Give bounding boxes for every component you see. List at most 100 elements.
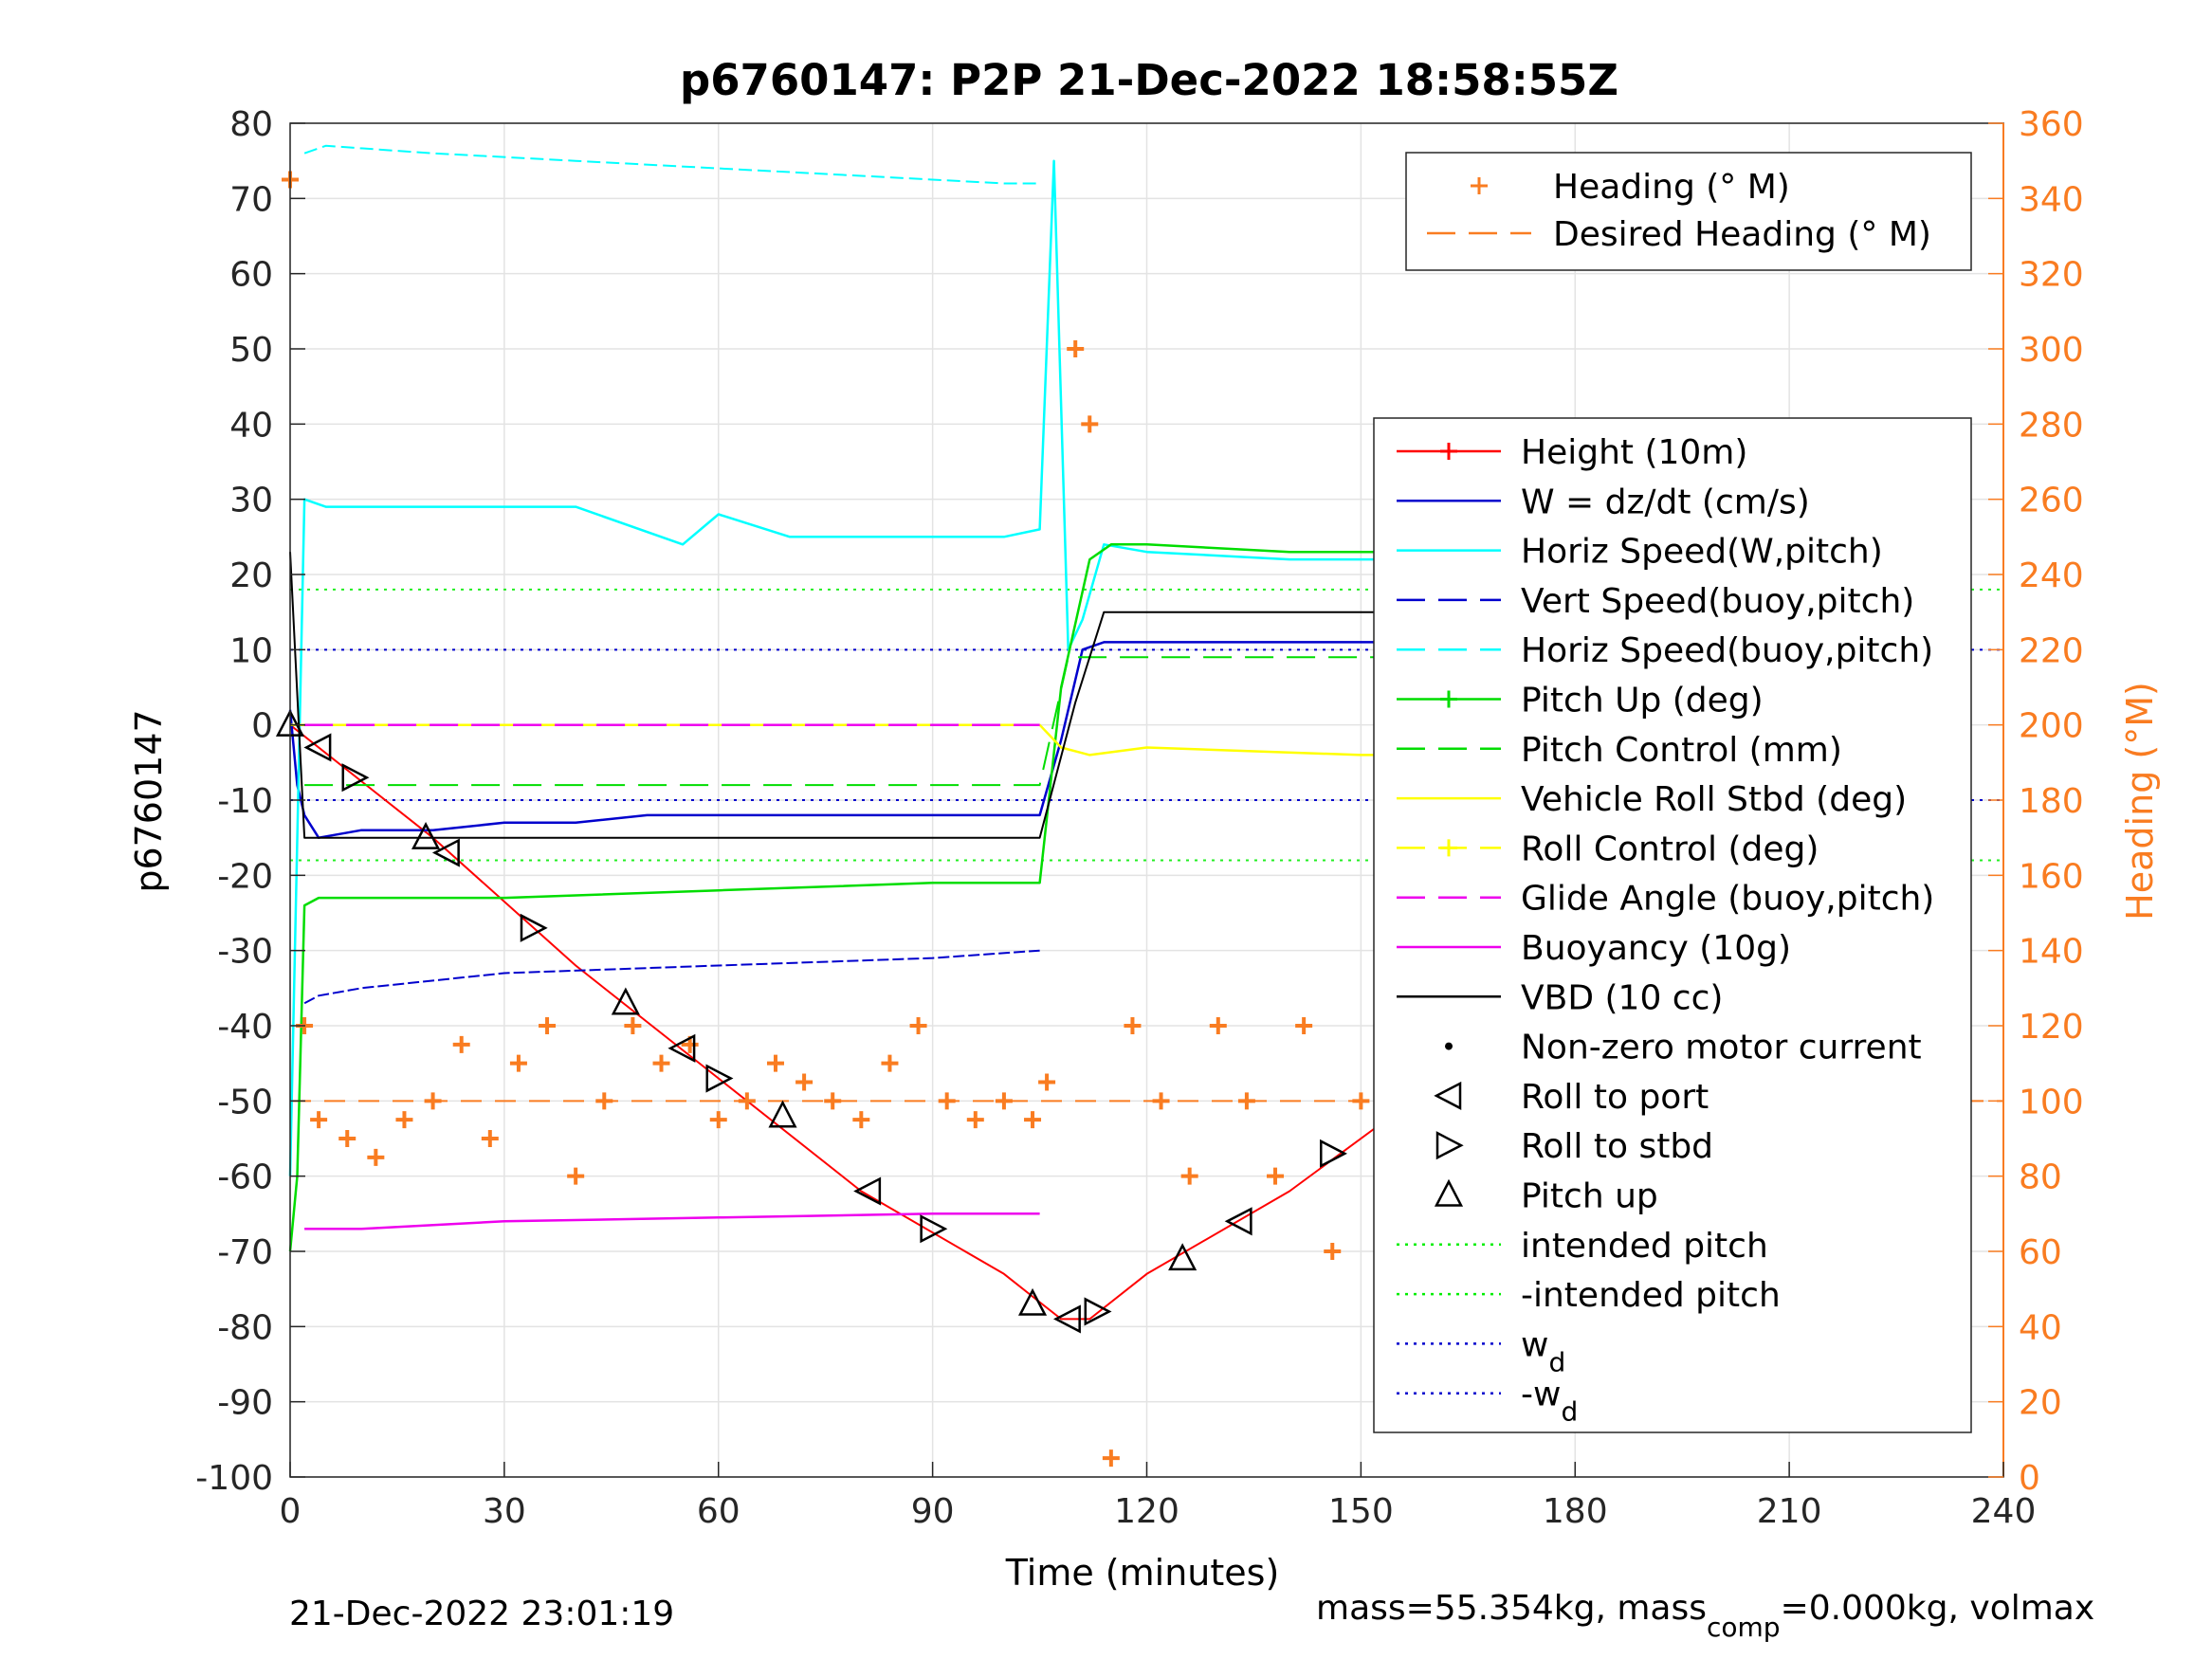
legend-entry-glide-angle-buoy-pitch: Glide Angle (buoy,pitch): [1521, 880, 1934, 919]
heading-point: [1295, 1017, 1313, 1034]
heading-point: [567, 1167, 585, 1185]
y-tick-label: -40: [217, 1008, 273, 1047]
x-tick-label: 210: [1757, 1492, 1822, 1531]
y-tick-label: -100: [195, 1459, 273, 1498]
series-vert-speed-buoy-pitch: [303, 949, 1040, 1005]
y-tick-label: 60: [229, 256, 273, 295]
legend-entry-vbd-10-cc: VBD (10 cc): [1521, 978, 1723, 1017]
legend-sample-roll-control-deg: [1440, 839, 1457, 857]
heading-point: [995, 1092, 1013, 1110]
height-marker: [1084, 1297, 1112, 1326]
legend-sample-roll-to-stbd: [1435, 1131, 1464, 1160]
height-marker: [768, 1100, 797, 1128]
heading-point: [738, 1092, 756, 1110]
footer-mass: mass=55.354kg, masscomp=0.000kg, volmax: [1316, 1589, 2094, 1643]
heading-point: [881, 1054, 899, 1072]
heading-point: [1124, 1017, 1142, 1034]
y2-tick-label: 180: [2019, 782, 2084, 821]
legend-entry-desired-heading-m: Desired Heading (° M): [1553, 215, 1931, 254]
legend-entry-pitch-control-mm: Pitch Control (mm): [1521, 731, 1842, 770]
y2-tick-label: 320: [2019, 256, 2084, 295]
heading-point: [1180, 1167, 1198, 1185]
y-tick-label: -30: [217, 933, 273, 972]
heading-point: [938, 1092, 956, 1110]
heading-point: [852, 1111, 870, 1129]
y-tick-label: 30: [229, 482, 273, 520]
legend-entry-roll-to-stbd: Roll to stbd: [1521, 1127, 1713, 1166]
legend-box: [1405, 152, 1972, 271]
heading-point: [795, 1073, 814, 1091]
heading-point: [1038, 1073, 1056, 1091]
height-marker: [1052, 1304, 1081, 1334]
height-marker: [1224, 1207, 1252, 1236]
legend-entry-roll-control-deg: Roll Control (deg): [1521, 830, 1819, 868]
y2-tick-label: 280: [2019, 406, 2084, 445]
height-marker: [705, 1064, 734, 1093]
series-buoyancy-10g: [304, 1212, 1040, 1231]
legend-entry-pitch-up-deg: Pitch Up (deg): [1521, 682, 1764, 720]
y-tick-label: 70: [229, 180, 273, 219]
legend-entry-roll-to-port: Roll to port: [1521, 1078, 1709, 1117]
series-horiz-speed-buoy-pitch: [303, 144, 1040, 185]
y-axis-label: p6760147: [128, 709, 170, 892]
y-tick-label: -90: [217, 1384, 273, 1423]
heading-point: [1024, 1111, 1042, 1129]
height-marker: [853, 1176, 882, 1206]
y-tick-label: -10: [217, 782, 273, 821]
legend-entry-intended-pitch: intended pitch: [1521, 1227, 1768, 1266]
x-tick-label: 90: [911, 1492, 955, 1531]
y2-tick-label: 80: [2019, 1158, 2062, 1197]
legend-entry-wd: -wd: [1521, 1376, 1578, 1428]
height-marker: [667, 1033, 696, 1063]
y-tick-label: 80: [229, 105, 273, 144]
footer-timestamp: 21-Dec-2022 23:01:19: [289, 1595, 674, 1633]
y2-tick-label: 340: [2019, 180, 2084, 219]
legend-sample-roll-to-port: [1434, 1081, 1462, 1110]
y2-tick-label: 260: [2019, 482, 2084, 520]
y-tick-label: 0: [251, 707, 273, 746]
height-marker: [1320, 1139, 1347, 1168]
y2-axis-label: Heading (°M): [2119, 682, 2161, 921]
x-tick-label: 60: [697, 1492, 740, 1531]
height-marker: [303, 733, 332, 762]
y-tick-label: 50: [229, 331, 273, 370]
chart-title: p6760147: P2P 21-Dec-2022 18:58:55Z: [680, 55, 1618, 105]
y2-tick-label: 200: [2019, 707, 2084, 746]
y-tick-label: 40: [229, 406, 273, 445]
x-tick-label: 120: [1114, 1492, 1179, 1531]
legend-entry-horiz-speed-buoy-pitch: Horiz Speed(buoy,pitch): [1521, 631, 1933, 670]
heading-point: [367, 1148, 385, 1166]
legend-sample-non-zero-motor-current: [1445, 1042, 1453, 1050]
legend-entry-height-10m: Height (10m): [1521, 433, 1747, 472]
heading-point: [1102, 1449, 1120, 1468]
y2-tick-label: 300: [2019, 331, 2084, 370]
y2-tick-label: 140: [2019, 933, 2084, 972]
x-tick-label: 240: [1971, 1492, 2037, 1531]
heading-point: [652, 1054, 670, 1072]
tick-labels: 0 30 60 90 120 150 180 210 24080706050403020100-…: [195, 105, 2083, 1531]
heading-point: [966, 1111, 984, 1129]
heading-point: [624, 1017, 642, 1034]
y-tick-label: -80: [217, 1308, 273, 1347]
y-tick-label: 20: [229, 556, 273, 595]
height-marker: [411, 821, 441, 849]
heading-point: [338, 1130, 356, 1147]
legend-entry-horiz-speed-w-pitch: Horiz Speed(W,pitch): [1521, 533, 1883, 572]
legend-sample-pitch-up-deg: [1440, 690, 1457, 708]
height-marker: [520, 913, 548, 942]
legend-entry-vert-speed-buoy-pitch: Vert Speed(buoy,pitch): [1521, 582, 1914, 621]
x-tick-label: 0: [280, 1492, 302, 1531]
legend-sample-height-10m: [1440, 443, 1457, 460]
heading-point: [1152, 1092, 1170, 1110]
y2-tick-label: 360: [2019, 105, 2084, 144]
height-marker: [611, 987, 640, 1015]
heading-point: [509, 1054, 527, 1072]
heading-point: [1067, 340, 1085, 357]
y2-tick-label: 20: [2019, 1384, 2062, 1423]
x-tick-label: 180: [1543, 1492, 1608, 1531]
heading-point: [1209, 1017, 1227, 1034]
legend-entry-buoyancy-10g: Buoyancy (10g): [1521, 929, 1791, 968]
heading-point: [481, 1130, 499, 1147]
heading-point: [1324, 1243, 1342, 1260]
height-marker: [341, 763, 370, 793]
